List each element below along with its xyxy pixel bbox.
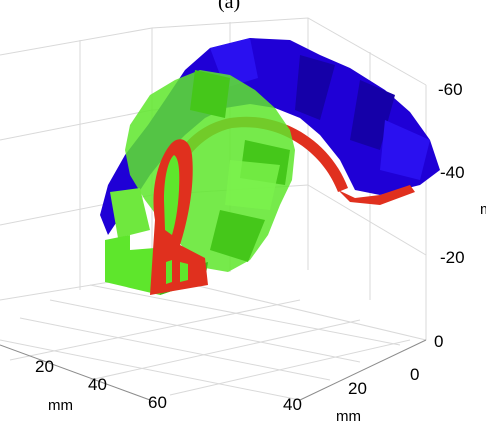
z-tick-label: -40: [440, 163, 465, 182]
x-tick-label: 60: [148, 393, 167, 412]
z-tick-label: -60: [438, 80, 463, 99]
x-tick-label: 20: [35, 357, 54, 376]
z-axis-ticks: -60 -40 -20 0 m: [434, 80, 486, 351]
x-tick-label: 40: [88, 375, 107, 394]
y-tick-label: 0: [410, 365, 419, 384]
x-axis-unit: mm: [48, 397, 73, 414]
y-tick-label: 20: [348, 379, 367, 398]
z-tick-label: 0: [434, 332, 443, 351]
x-axis-ticks: 20 40 60 mm: [35, 357, 167, 414]
y-axis-ticks: 0 20 40 mm: [283, 365, 419, 425]
y-axis-unit: mm: [336, 408, 361, 425]
axes: [0, 339, 427, 401]
panel-label: (a): [218, 0, 240, 13]
y-tick-label: 40: [283, 395, 302, 414]
z-axis-unit: m: [480, 201, 486, 218]
z-tick-label: -20: [440, 248, 465, 267]
red-frame: [150, 139, 208, 295]
